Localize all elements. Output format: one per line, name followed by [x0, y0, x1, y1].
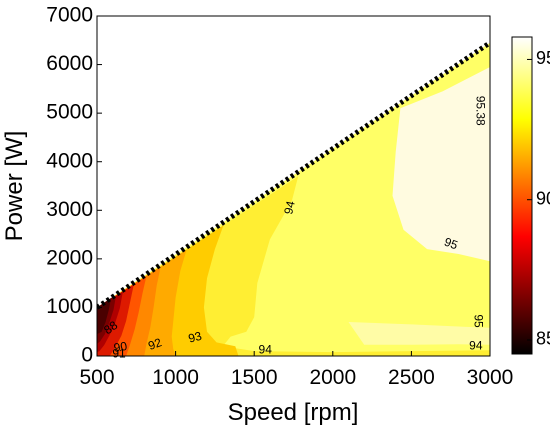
y-tick-label-7: 7000 — [46, 4, 93, 27]
y-tick-label-2: 2000 — [46, 246, 93, 269]
out-of-range-area — [97, 16, 490, 308]
cb-tick-label-1: 90 — [536, 188, 550, 208]
contour-label-8: 90 — [113, 339, 129, 355]
x-tick-label-4: 2500 — [388, 366, 435, 389]
cb-tick-label-2: 95 — [536, 48, 550, 68]
axis-layer: 500 1000 1500 2000 2500 3000 0 1000 2000 3000 4000… — [46, 4, 513, 389]
contour-label-4: 94 — [259, 342, 273, 356]
contour-region-1 — [348, 322, 490, 345]
x-tick-label-1: 1000 — [152, 366, 199, 389]
contour-fill-layer — [97, 16, 490, 356]
limit-line — [97, 40, 490, 310]
y-tick-label-3: 3000 — [46, 198, 93, 221]
y-tick-label-1: 1000 — [46, 295, 93, 318]
y-tick-label-4: 4000 — [46, 149, 93, 172]
contour-label-2: 95 — [471, 314, 485, 328]
cb-tick-label-0: 85 — [536, 329, 550, 349]
x-tick-label-0: 500 — [79, 366, 114, 389]
contour-label-1: 95 — [442, 235, 460, 253]
colorbar-tick-layer: 85 90 95 — [527, 48, 550, 349]
contour-label-7: 92 — [146, 335, 164, 353]
x-tick-label-3: 2000 — [309, 366, 356, 389]
contour-region-0 — [392, 67, 490, 262]
contour-label-6: 93 — [187, 329, 204, 346]
limit-line-layer — [97, 40, 490, 310]
contour-label-5: 94 — [469, 338, 483, 352]
x-tick-label-5: 3000 — [467, 366, 514, 389]
colorbar — [511, 36, 533, 355]
x-axis-label: Speed [rpm] — [228, 399, 359, 426]
x-tick-label-2: 1500 — [231, 366, 278, 389]
y-tick-label-6: 6000 — [46, 52, 93, 75]
y-axis-label: Power [W] — [1, 131, 28, 242]
contour-label-10: 91 — [112, 347, 126, 361]
y-tick-label-0: 0 — [81, 344, 93, 367]
y-tick-label-5: 5000 — [46, 101, 93, 124]
contour-label-0: 95.38 — [474, 96, 488, 126]
contour-label-3: 94 — [281, 199, 298, 215]
contour-band-8 — [97, 297, 112, 335]
plot-frame — [96, 15, 491, 357]
